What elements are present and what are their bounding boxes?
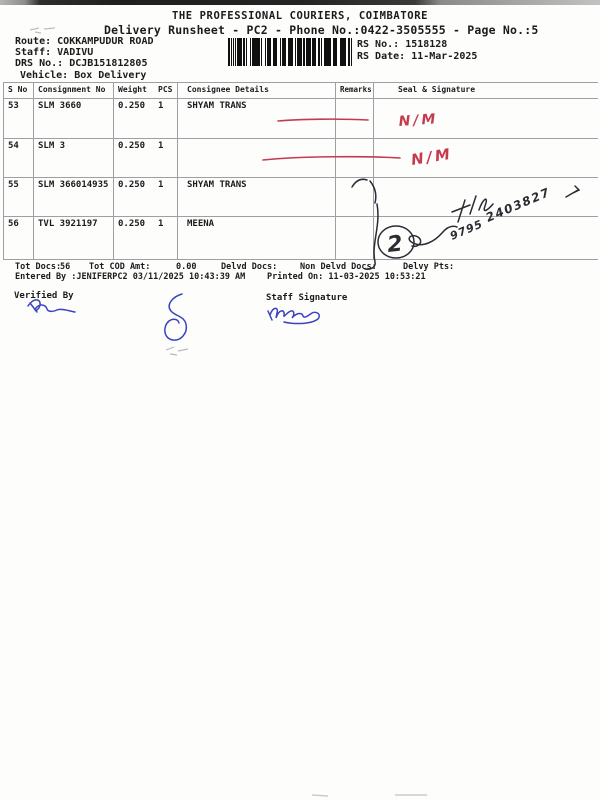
route-label: Route: <box>15 36 52 47</box>
scan-smudge <box>311 794 427 797</box>
cell-consignee: SHYAM TRANS <box>177 177 336 217</box>
drs-line: DRS No.: DCJB151812805 <box>15 58 147 69</box>
cell-weight-pcs: 0.250 1 <box>113 216 178 260</box>
header-consignment: Consignment No <box>33 82 114 99</box>
cell-seal <box>373 98 598 139</box>
cell-consignee <box>177 138 336 178</box>
cell-sno: 53 <box>3 98 34 139</box>
cell-seal <box>373 138 598 178</box>
table-row: 55 SLM 366014935 0.250 1 SHYAM TRANS <box>3 177 598 217</box>
pencil-smudge <box>165 346 189 356</box>
tot-cod-value: 0.00 <box>176 262 197 272</box>
header-weight-pcs: Weight PCS <box>113 82 178 99</box>
cell-seal <box>373 177 598 217</box>
cell-consignment: SLM 366014935 <box>33 177 114 217</box>
cell-weight: 0.250 <box>118 141 146 151</box>
drs-label: DRS No.: <box>15 58 64 69</box>
tot-docs-value: 56 <box>60 262 71 272</box>
page-subtitle: Delivery Runsheet - PC2 - Phone No.:0422… <box>104 23 539 37</box>
cell-weight-pcs: 0.250 1 <box>113 138 178 178</box>
delvd-docs-label: Delvd Docs: <box>221 262 278 272</box>
header-seal: Seal & Signature <box>373 82 598 99</box>
entered-by-line: Entered By :JENIFERPC2 03/11/2025 10:43:… <box>15 272 246 282</box>
cell-seal <box>373 216 598 260</box>
vehicle-value: Box Delivery <box>74 70 147 81</box>
cell-weight: 0.250 <box>118 219 146 229</box>
rs-date-label: RS Date: <box>357 51 406 62</box>
route-line: Route: COKKAMPUDUR ROAD <box>15 36 153 47</box>
tot-docs-label: Tot Docs: <box>15 262 62 272</box>
cell-sno: 55 <box>3 177 34 217</box>
tot-cod-label: Tot COD Amt: <box>89 262 151 272</box>
cell-weight: 0.250 <box>118 101 146 111</box>
cell-consignee: SHYAM TRANS <box>177 98 336 139</box>
cell-remarks <box>335 177 374 217</box>
drs-value: DCJB151812805 <box>69 58 148 69</box>
scan-edge-artifact <box>0 0 600 5</box>
cell-pcs: 1 <box>158 219 164 229</box>
table-row: 56 TVL 3921197 0.250 1 MEENA <box>3 216 598 260</box>
printed-on-line: Printed On: 11-03-2025 10:53:21 <box>267 272 426 282</box>
cell-weight-pcs: 0.250 1 <box>113 177 178 217</box>
cell-weight-pcs: 0.250 1 <box>113 98 178 139</box>
header-remarks: Remarks <box>335 82 374 99</box>
rs-no-label: RS No.: <box>357 39 400 50</box>
cell-remarks <box>335 98 374 139</box>
center-flourish-signature <box>164 293 188 341</box>
header-weight: Weight <box>118 85 147 94</box>
header-pcs: PCS <box>158 85 173 94</box>
cell-weight: 0.250 <box>118 180 146 190</box>
header-consignee: Consignee Details <box>177 82 336 99</box>
cell-sno: 54 <box>3 138 34 178</box>
verified-by-label: Verified By <box>14 291 74 301</box>
verified-by-signature <box>27 299 76 313</box>
cell-remarks <box>335 138 374 178</box>
table-header-row: S No Consignment No Weight PCS Consignee … <box>3 82 598 99</box>
non-delvd-docs-label: Non Delvd Docs: <box>300 262 377 272</box>
rs-date-line: RS Date: 11-Mar-2025 <box>357 51 477 62</box>
cell-pcs: 1 <box>158 141 164 151</box>
runsheet-table: S No Consignment No Weight PCS Consignee … <box>3 82 598 260</box>
staff-value: VADIVU <box>57 47 94 58</box>
vehicle-label: Vehicle: <box>20 70 69 81</box>
cell-sno: 56 <box>3 216 34 260</box>
barcode-image <box>228 38 352 66</box>
staff-label: Staff: <box>15 47 52 58</box>
rs-no-line: RS No.: 1518128 <box>357 39 447 50</box>
table-row: 54 SLM 3 0.250 1 <box>3 138 598 178</box>
cell-pcs: 1 <box>158 180 164 190</box>
header-sno: S No <box>3 82 34 99</box>
cell-consignment: TVL 3921197 <box>33 216 114 260</box>
cell-remarks <box>335 216 374 260</box>
route-value: COKKAMPUDUR ROAD <box>57 36 154 47</box>
cell-consignment: SLM 3660 <box>33 98 114 139</box>
table-row: 53 SLM 3660 0.250 1 SHYAM TRANS <box>3 98 598 139</box>
staff-signature-label: Staff Signature <box>266 293 348 303</box>
page-title: THE PROFESSIONAL COURIERS, COIMBATORE <box>171 10 429 22</box>
vehicle-line: Vehicle: Box Delivery <box>20 70 146 81</box>
cell-pcs: 1 <box>158 101 164 111</box>
rs-date-value: 11-Mar-2025 <box>411 51 478 62</box>
pencil-smudge <box>29 27 56 34</box>
staff-line: Staff: VADIVU <box>15 47 93 58</box>
staff-signature-mark <box>267 307 321 325</box>
cell-consignee: MEENA <box>177 216 336 260</box>
rs-no-value: 1518128 <box>405 39 448 50</box>
cell-consignment: SLM 3 <box>33 138 114 178</box>
delvy-pts-label: Delvy Pts: <box>403 262 455 272</box>
